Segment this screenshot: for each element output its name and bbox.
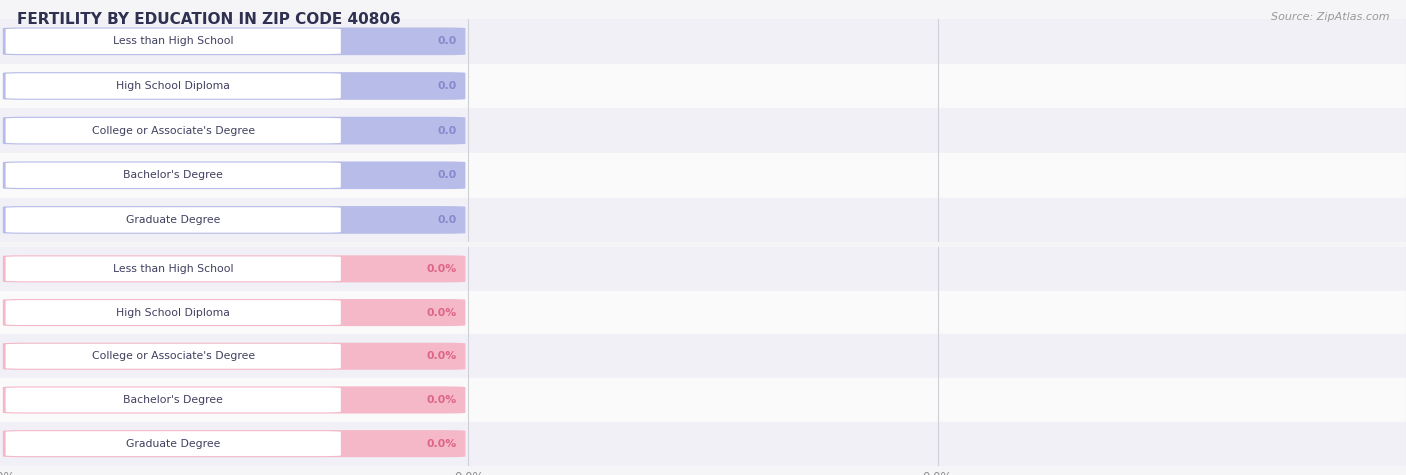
Bar: [0, 247, 1406, 291]
FancyBboxPatch shape: [3, 72, 465, 100]
FancyBboxPatch shape: [3, 255, 465, 283]
Bar: [0, 64, 1406, 108]
Bar: [0, 334, 1406, 378]
Text: 0.0: 0.0: [437, 36, 457, 47]
Text: 0.0: 0.0: [437, 81, 457, 91]
Bar: [0, 378, 1406, 422]
FancyBboxPatch shape: [3, 162, 465, 189]
Text: College or Associate's Degree: College or Associate's Degree: [91, 125, 254, 136]
Text: 0.0%: 0.0%: [426, 351, 457, 361]
FancyBboxPatch shape: [6, 162, 340, 188]
Text: Bachelor's Degree: Bachelor's Degree: [124, 170, 224, 180]
Text: 0.0: 0.0: [437, 125, 457, 136]
FancyBboxPatch shape: [3, 299, 465, 326]
FancyBboxPatch shape: [6, 300, 340, 325]
FancyBboxPatch shape: [6, 28, 340, 54]
FancyBboxPatch shape: [3, 206, 465, 234]
Bar: [0, 108, 1406, 153]
FancyBboxPatch shape: [6, 388, 340, 412]
Bar: [0, 198, 1406, 242]
Bar: [0, 422, 1406, 466]
Text: High School Diploma: High School Diploma: [117, 307, 231, 318]
FancyBboxPatch shape: [6, 207, 340, 233]
Text: 0.0%: 0.0%: [426, 438, 457, 449]
FancyBboxPatch shape: [3, 342, 465, 370]
Text: High School Diploma: High School Diploma: [117, 81, 231, 91]
FancyBboxPatch shape: [6, 256, 340, 281]
Text: 0.0%: 0.0%: [426, 264, 457, 274]
FancyBboxPatch shape: [6, 73, 340, 99]
Text: 0.0%: 0.0%: [426, 395, 457, 405]
FancyBboxPatch shape: [3, 28, 465, 55]
FancyBboxPatch shape: [6, 118, 340, 143]
Text: Less than High School: Less than High School: [112, 264, 233, 274]
FancyBboxPatch shape: [3, 117, 465, 144]
FancyBboxPatch shape: [6, 344, 340, 369]
Text: Graduate Degree: Graduate Degree: [127, 438, 221, 449]
Bar: [0, 153, 1406, 198]
Text: College or Associate's Degree: College or Associate's Degree: [91, 351, 254, 361]
Text: 0.0: 0.0: [437, 170, 457, 180]
Text: 0.0: 0.0: [437, 215, 457, 225]
Text: FERTILITY BY EDUCATION IN ZIP CODE 40806: FERTILITY BY EDUCATION IN ZIP CODE 40806: [17, 12, 401, 27]
Text: Source: ZipAtlas.com: Source: ZipAtlas.com: [1271, 12, 1389, 22]
Text: Graduate Degree: Graduate Degree: [127, 215, 221, 225]
Text: Less than High School: Less than High School: [112, 36, 233, 47]
Bar: [0, 291, 1406, 334]
Bar: [0, 19, 1406, 64]
FancyBboxPatch shape: [3, 386, 465, 414]
FancyBboxPatch shape: [6, 431, 340, 456]
FancyBboxPatch shape: [3, 430, 465, 457]
Text: 0.0%: 0.0%: [426, 307, 457, 318]
Text: Bachelor's Degree: Bachelor's Degree: [124, 395, 224, 405]
